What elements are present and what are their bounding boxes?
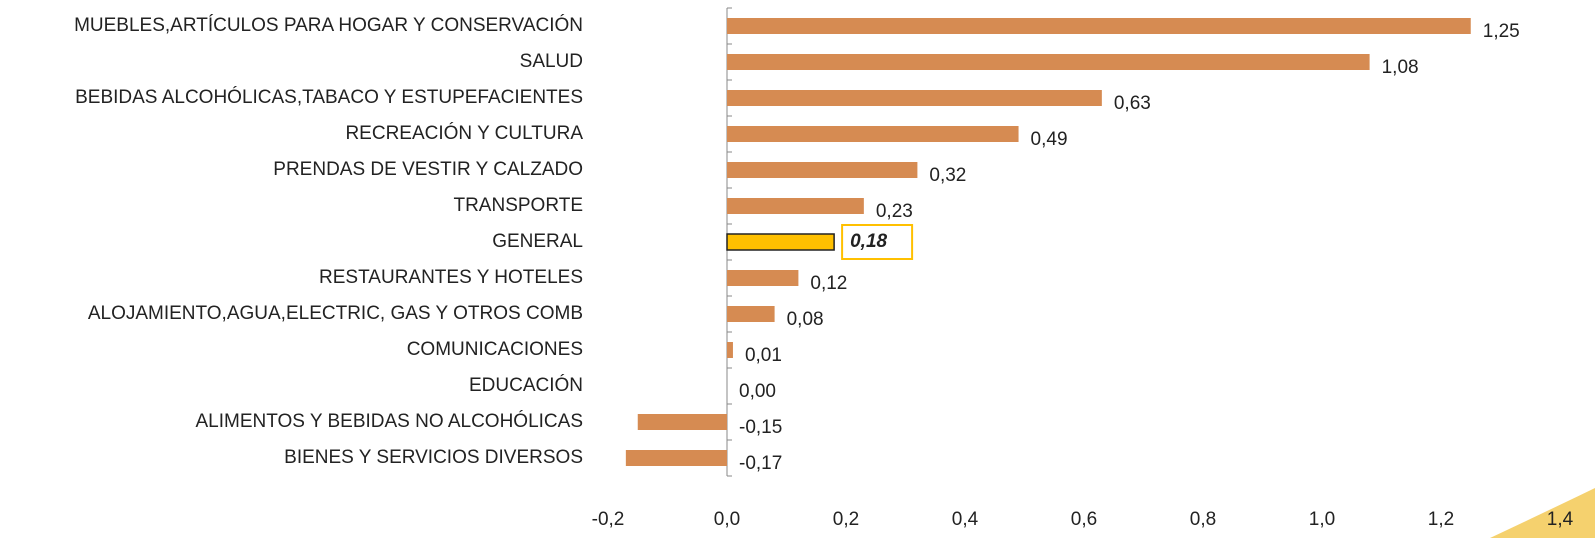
bar [625, 450, 727, 466]
category-label: ALOJAMIENTO,AGUA,ELECTRIC, GAS Y OTROS C… [88, 303, 583, 324]
category-label: GENERAL [492, 231, 583, 252]
category-label: TRANSPORTE [453, 195, 583, 216]
category-label: PRENDAS DE VESTIR Y CALZADO [273, 159, 583, 180]
value-label: 0,12 [810, 273, 847, 294]
value-label: 1,08 [1382, 57, 1419, 78]
x-tick-label: 1,0 [1309, 509, 1335, 530]
value-label: 0,00 [739, 381, 776, 402]
category-label: SALUD [520, 51, 583, 72]
bar [727, 306, 775, 322]
bar [637, 414, 727, 430]
x-tick-label: 0,6 [1071, 509, 1097, 530]
category-label: COMUNICACIONES [407, 339, 583, 360]
category-label: EDUCACIÓN [469, 374, 583, 396]
x-tick-label: 0,2 [833, 509, 859, 530]
x-tick-label: 0,8 [1190, 509, 1216, 530]
category-label: BIENES Y SERVICIOS DIVERSOS [284, 447, 583, 468]
value-label-box [841, 224, 914, 260]
bar [727, 90, 1102, 106]
category-label: MUEBLES,ARTÍCULOS PARA HOGAR Y CONSERVAC… [74, 14, 583, 36]
category-label: BEBIDAS ALCOHÓLICAS,TABACO Y ESTUPEFACIE… [75, 86, 583, 108]
bar [727, 18, 1471, 34]
x-tick-label: -0,2 [592, 509, 625, 530]
bar [727, 54, 1370, 70]
bar [727, 270, 799, 286]
value-label: 0,18 [850, 231, 887, 252]
bar [727, 198, 864, 214]
x-tick-label: 0,4 [952, 509, 979, 530]
bar [727, 126, 1019, 142]
value-label: 0,08 [787, 309, 824, 330]
category-label: RESTAURANTES Y HOTELES [319, 267, 583, 288]
bar [726, 233, 835, 251]
x-tick-label: 1,2 [1428, 509, 1454, 530]
value-label: 0,32 [929, 165, 966, 186]
value-label: 1,25 [1483, 21, 1520, 42]
value-label: -0,15 [739, 417, 782, 438]
value-label: 0,01 [745, 345, 782, 366]
x-tick-label: 1,4 [1547, 509, 1574, 530]
value-label: -0,17 [739, 453, 782, 474]
value-label: 0,23 [876, 201, 913, 222]
x-tick-label: 0,0 [714, 509, 740, 530]
category-label: RECREACIÓN Y CULTURA [345, 122, 583, 144]
bar [727, 342, 733, 358]
decoration [1490, 488, 1595, 538]
category-label: ALIMENTOS Y BEBIDAS NO ALCOHÓLICAS [195, 410, 583, 432]
value-label: 0,49 [1031, 129, 1068, 150]
value-label: 0,63 [1114, 93, 1151, 114]
bar [727, 162, 918, 178]
